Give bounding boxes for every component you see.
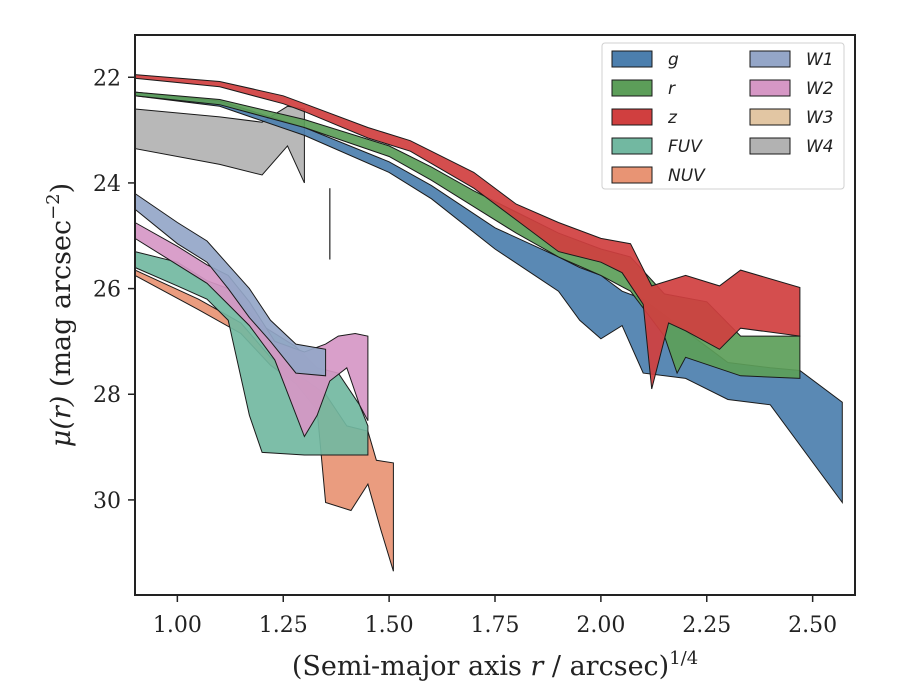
y-axis-label-unit: (mag arcsec: [46, 220, 77, 396]
x-tick-label: 2.50: [788, 613, 837, 638]
legend-swatch-r: [611, 79, 653, 97]
legend-swatch-nuv: [611, 166, 653, 184]
series-layer: [134, 74, 843, 572]
series-band-w1: [134, 192, 327, 377]
y-tick-label: 26: [93, 278, 121, 303]
y-axis-label-exponent: −2: [43, 193, 64, 220]
legend-swatch-w3: [749, 108, 791, 126]
y-axis-label: μ(r) (mag arcsec−2): [43, 183, 77, 447]
legend-swatch-g: [611, 50, 653, 68]
legend-label-g: g: [668, 50, 679, 70]
y-axis-label-var: μ(r): [46, 396, 77, 448]
x-axis-label: (Semi-major axis r / arcsec)1/4: [292, 648, 698, 682]
series-band-r: [134, 91, 801, 379]
y-tick-label: 22: [93, 66, 121, 91]
plot-frame: [134, 34, 856, 596]
legend-label-nuv: NUV: [668, 166, 706, 186]
tick-layer: 1.00 1.25 1.50 1.75 2.00 2.25 2.50 22 24 26 28 30: [93, 66, 837, 638]
legend-label-w2: W2: [806, 79, 834, 99]
x-tick-label: 1.25: [259, 613, 308, 638]
y-tick-label: 30: [93, 489, 121, 514]
x-axis-label-prefix: (Semi-major axis: [292, 651, 531, 682]
legend-swatch-w2: [749, 79, 791, 97]
x-tick-label: 1.75: [471, 613, 520, 638]
legend: grz FUV NUV W1 W2 W3 W4: [601, 42, 845, 190]
x-axis-label-var: r: [530, 651, 545, 682]
x-axis-label-exponent: 1/4: [669, 648, 698, 669]
x-tick-label: 2.25: [682, 613, 731, 638]
x-tick-label: 2.00: [576, 613, 625, 638]
legend-label-fuv: FUV: [668, 137, 703, 157]
y-tick-label: 24: [93, 172, 121, 197]
legend-swatch-z: [611, 108, 653, 126]
x-axis-label-suffix: / arcsec): [543, 651, 669, 682]
legend-label-w1: W1: [806, 50, 834, 70]
series-band-z: [134, 74, 801, 390]
legend-swatch-w4: [749, 137, 791, 155]
x-tick-label: 1.50: [365, 613, 414, 638]
y-tick-label: 28: [93, 383, 121, 408]
series-band-g: [134, 91, 843, 505]
y-axis-label-end: ): [46, 183, 77, 194]
legend-swatch-fuv: [611, 137, 653, 155]
series-band-w4: [134, 105, 305, 184]
legend-label-z: z: [667, 108, 678, 128]
legend-label-r: r: [668, 79, 676, 99]
x-tick-label: 1.00: [153, 613, 202, 638]
legend-label-w3: W3: [806, 108, 834, 128]
legend-label-w4: W4: [806, 137, 834, 157]
legend-swatch-w1: [749, 50, 791, 68]
